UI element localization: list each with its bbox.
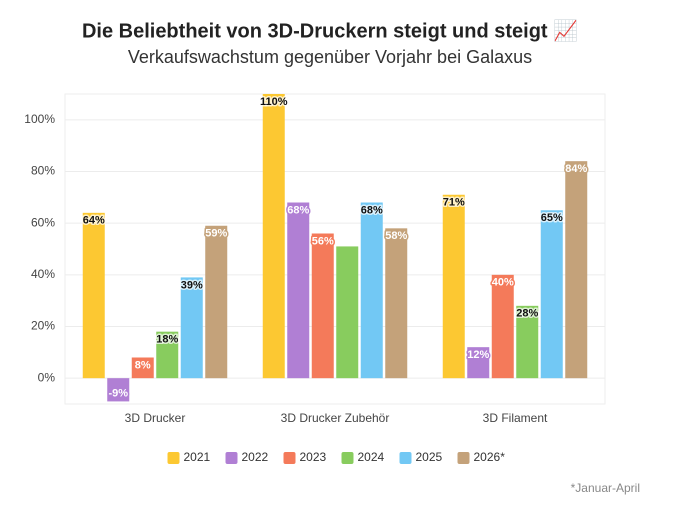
legend-label: 2022 [242,450,269,464]
data-label: 58% [385,230,407,242]
data-label: 18% [156,334,178,346]
bar [516,305,539,379]
legend-swatch [283,452,296,464]
bar [311,233,334,379]
data-label: 39% [181,279,203,291]
bar [442,194,465,379]
data-label: 68% [287,204,309,216]
x-tick-label: 3D Filament [483,411,548,425]
legend-swatch [399,452,412,464]
data-label: 71% [443,197,465,209]
bar [467,347,490,379]
data-label: -9% [108,387,128,399]
y-tick-label: 60% [31,215,55,229]
legend-swatch [225,452,238,464]
legend-swatch [167,452,180,464]
bar [565,161,588,379]
y-tick-label: 0% [38,370,56,384]
x-tick-label: 3D Drucker Zubehör [281,411,390,425]
data-label: 40% [492,277,514,289]
bar [540,210,563,379]
data-label: 28% [516,308,538,320]
data-label: 59% [205,228,227,240]
y-tick-label: 40% [31,267,55,281]
bar [336,246,359,379]
y-tick-label: 80% [31,164,55,178]
data-label: 110% [260,96,288,108]
data-label: 68% [361,204,383,216]
bar [131,357,154,379]
data-label: 56% [312,235,334,247]
legend-label: 2026* [474,450,506,464]
y-tick-label: 100% [24,112,55,126]
bar [82,212,105,379]
bar [156,331,179,379]
legend-swatch [341,452,354,464]
data-label: 65% [541,212,563,224]
legend-swatch [457,452,470,464]
bar [287,202,310,379]
legend-label: 2024 [358,450,385,464]
legend-label: 2025 [416,450,443,464]
bar [107,378,130,402]
y-tick-label: 20% [31,319,55,333]
legend-label: 2021 [184,450,211,464]
chart-title: Die Beliebtheit von 3D-Druckern steigt u… [82,18,578,42]
data-label: 84% [565,163,587,175]
data-label: 12% [467,349,489,361]
chart-subtitle: Verkaufswachstum gegenüber Vorjahr bei G… [128,47,532,67]
data-label: 64% [83,215,105,227]
data-label: 8% [135,359,151,371]
legend-label: 2023 [300,450,327,464]
bar [262,94,285,379]
bar [205,225,228,379]
bar [491,274,514,379]
bar [360,202,383,379]
bar [385,228,408,379]
x-tick-label: 3D Drucker [125,411,186,425]
bar [180,277,203,379]
footnote: *Januar-April [571,481,640,495]
plot-area [64,93,606,405]
